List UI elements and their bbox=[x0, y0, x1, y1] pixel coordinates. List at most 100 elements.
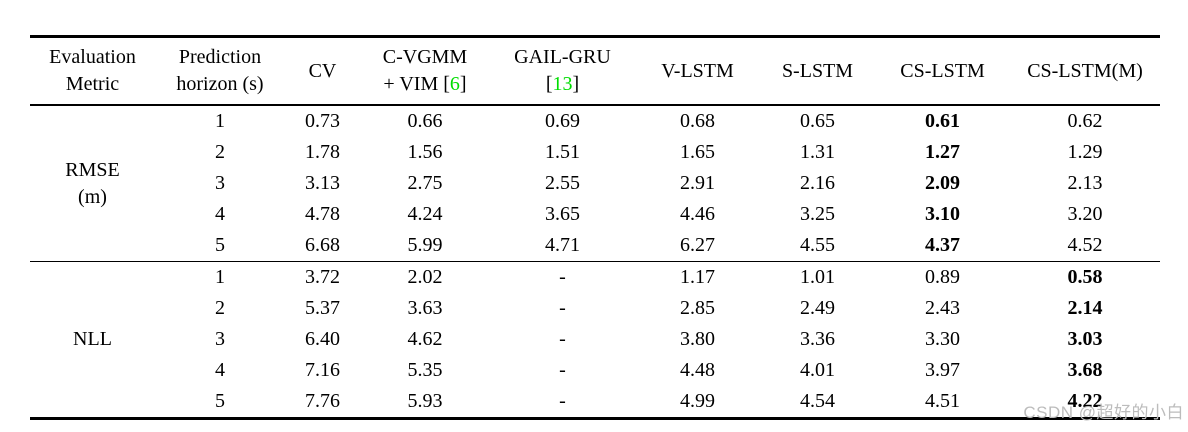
value-cell-c-vgmm-vim: 0.66 bbox=[407, 110, 443, 132]
table-row-nll-5: 5 7.76 5.93 - 4.99 4.54 4.51 4.22 bbox=[30, 386, 1160, 419]
value-cell-cv: 7.16 bbox=[305, 359, 340, 381]
value-cell-cs-lstm-m: 3.68 bbox=[1067, 359, 1103, 381]
results-table: Evaluation Metric Prediction horizon (s) CV C… bbox=[30, 35, 1160, 420]
value-cell-cs-lstm: 2.43 bbox=[925, 297, 960, 319]
horizon-cell: 1 bbox=[155, 261, 285, 293]
col-header-c-vgmm-vim: C-VGMM + VIM [6] bbox=[360, 36, 490, 106]
value-cell-cv: 0.73 bbox=[305, 110, 340, 132]
value-cell-s-lstm: 4.01 bbox=[800, 359, 835, 381]
col-header-cv: CV bbox=[285, 36, 360, 106]
value-cell-cs-lstm: 4.51 bbox=[925, 390, 960, 412]
value-cell-c-vgmm-vim: 4.62 bbox=[407, 328, 443, 350]
col-header-prediction-horizon: Prediction horizon (s) bbox=[155, 36, 285, 106]
value-cell-cs-lstm-m: 2.14 bbox=[1067, 297, 1103, 319]
value-cell-cs-lstm: 0.89 bbox=[875, 261, 1010, 293]
table-row-rmse-2: 2 1.78 1.56 1.51 1.65 1.31 1.27 1.29 bbox=[30, 137, 1160, 168]
value-cell-s-lstm: 2.16 bbox=[800, 172, 835, 194]
value-cell-gail-gru: - bbox=[559, 328, 566, 350]
value-cell-s-lstm: 4.54 bbox=[800, 390, 835, 412]
citation-ref: 6 bbox=[449, 73, 460, 95]
value-cell-gail-gru: 3.65 bbox=[545, 203, 580, 225]
value-cell-s-lstm: 0.65 bbox=[800, 110, 835, 132]
horizon-cell: 3 bbox=[215, 172, 225, 194]
value-cell-cs-lstm-m: 2.13 bbox=[1067, 172, 1103, 194]
value-cell-cv: 3.13 bbox=[305, 172, 340, 194]
table-row-nll-2: 2 5.37 3.63 - 2.85 2.49 2.43 2.14 bbox=[30, 293, 1160, 324]
value-cell-cs-lstm: 0.61 bbox=[925, 110, 960, 132]
horizon-cell: 2 bbox=[215, 297, 225, 319]
header-row: Evaluation Metric Prediction horizon (s) CV C… bbox=[30, 36, 1160, 106]
col-header-cs-lstm: CS-LSTM bbox=[875, 36, 1010, 106]
value-cell-cs-lstm-m: 4.22 bbox=[1067, 390, 1103, 412]
value-cell-c-vgmm-vim: 5.99 bbox=[407, 234, 443, 256]
results-table-container: Evaluation Metric Prediction horizon (s) CV C… bbox=[30, 35, 1160, 420]
col-header-s-lstm: S-LSTM bbox=[760, 36, 875, 106]
table-row-rmse-3: 3 3.13 2.75 2.55 2.91 2.16 2.09 2.13 bbox=[30, 168, 1160, 199]
csdn-watermark: CSDN @超好的小白 bbox=[1023, 403, 1184, 422]
value-cell-v-lstm: 3.80 bbox=[680, 328, 715, 350]
value-cell-v-lstm: 2.85 bbox=[680, 297, 715, 319]
value-cell-cs-lstm-m: 3.03 bbox=[1067, 328, 1103, 350]
horizon-cell: 4 bbox=[215, 203, 225, 225]
metric-label-rmse: RMSE (m) bbox=[65, 158, 120, 208]
value-cell-gail-gru: - bbox=[559, 297, 566, 319]
value-cell-cs-lstm-m: 0.58 bbox=[1010, 261, 1160, 293]
value-cell-cv: 4.78 bbox=[305, 203, 340, 225]
horizon-cell: 1 bbox=[215, 110, 225, 132]
value-cell-v-lstm: 4.99 bbox=[680, 390, 715, 412]
value-cell-cv: 3.72 bbox=[285, 261, 360, 293]
value-cell-gail-gru: - bbox=[559, 359, 566, 381]
value-cell-cs-lstm: 3.30 bbox=[925, 328, 960, 350]
value-cell-v-lstm: 4.46 bbox=[680, 203, 715, 225]
table-row-nll-1: NLL 1 3.72 2.02-1.17 1.01 0.89 0.58 bbox=[30, 261, 1160, 419]
value-cell-cs-lstm-m: 4.52 bbox=[1067, 234, 1103, 256]
value-cell-v-lstm: 1.17 bbox=[635, 261, 760, 293]
value-cell-s-lstm: 3.25 bbox=[800, 203, 835, 225]
value-cell-c-vgmm-vim: 3.63 bbox=[407, 297, 443, 319]
horizon-cell: 3 bbox=[215, 328, 225, 350]
table-row-nll-4: 4 7.16 5.35 - 4.48 4.01 3.97 3.68 bbox=[30, 355, 1160, 386]
value-cell-c-vgmm-vim: 5.35 bbox=[407, 359, 443, 381]
value-cell-c-vgmm-vim: 2.75 bbox=[407, 172, 443, 194]
value-cell-cv: 6.40 bbox=[305, 328, 340, 350]
horizon-cell: 2 bbox=[215, 141, 225, 163]
value-cell-s-lstm: 2.49 bbox=[800, 297, 835, 319]
value-cell-cv: 7.76 bbox=[305, 390, 340, 412]
value-cell-gail-gru: 1.51 bbox=[545, 141, 580, 163]
value-cell-cv: 6.68 bbox=[305, 234, 340, 256]
horizon-cell: 4 bbox=[215, 359, 225, 381]
value-cell-gail-gru: 2.55 bbox=[545, 172, 580, 194]
value-cell-cs-lstm: 3.97 bbox=[925, 359, 960, 381]
value-cell-cv: 5.37 bbox=[305, 297, 340, 319]
citation-ref: 13 bbox=[552, 73, 573, 95]
value-cell-v-lstm: 4.48 bbox=[680, 359, 715, 381]
value-cell-gail-gru: 0.69 bbox=[545, 110, 580, 132]
table-row-rmse-4: 4 4.78 4.24 3.65 4.46 3.25 3.10 3.20 bbox=[30, 199, 1160, 230]
value-cell-cs-lstm: 3.10 bbox=[925, 203, 960, 225]
value-cell-v-lstm: 2.91 bbox=[680, 172, 715, 194]
value-cell-s-lstm: 4.55 bbox=[800, 234, 835, 256]
value-cell-s-lstm: 3.36 bbox=[800, 328, 835, 350]
value-cell-c-vgmm-vim: 4.24 bbox=[407, 203, 443, 225]
value-cell-v-lstm: 0.68 bbox=[680, 110, 715, 132]
value-cell-gail-gru: - bbox=[559, 390, 566, 412]
value-cell-s-lstm: 1.01 bbox=[760, 261, 875, 293]
value-cell-c-vgmm-vim: 5.93 bbox=[407, 390, 443, 412]
value-cell-cv: 1.78 bbox=[305, 141, 340, 163]
value-cell-cs-lstm-m: 1.29 bbox=[1067, 141, 1103, 163]
col-header-evaluation-metric: Evaluation Metric bbox=[30, 36, 155, 106]
table-row-rmse-1: RMSE (m) 1 0.73 0.66 0.69 0.68 0.65 0.61 0.62 bbox=[30, 105, 1160, 208]
table-row-rmse-5: 5 6.68 5.99 4.71 6.27 4.55 4.37 4.52 bbox=[30, 230, 1160, 262]
value-cell-v-lstm: 6.27 bbox=[680, 234, 715, 256]
value-cell-cs-lstm-m: 3.20 bbox=[1067, 203, 1103, 225]
value-cell-v-lstm: 1.65 bbox=[680, 141, 715, 163]
horizon-cell: 5 bbox=[215, 390, 225, 412]
col-header-v-lstm: V-LSTM bbox=[635, 36, 760, 106]
col-header-gail-gru: GAIL-GRU [13] bbox=[490, 36, 635, 106]
value-cell-s-lstm: 1.31 bbox=[800, 141, 835, 163]
value-cell-gail-gru: 4.71 bbox=[545, 234, 580, 256]
value-cell-cs-lstm-m: 0.62 bbox=[1067, 110, 1103, 132]
value-cell-gail-gru: - bbox=[490, 261, 635, 293]
value-cell-c-vgmm-vim: 1.56 bbox=[407, 141, 443, 163]
col-header-cs-lstm-m: CS-LSTM(M) bbox=[1010, 36, 1160, 106]
